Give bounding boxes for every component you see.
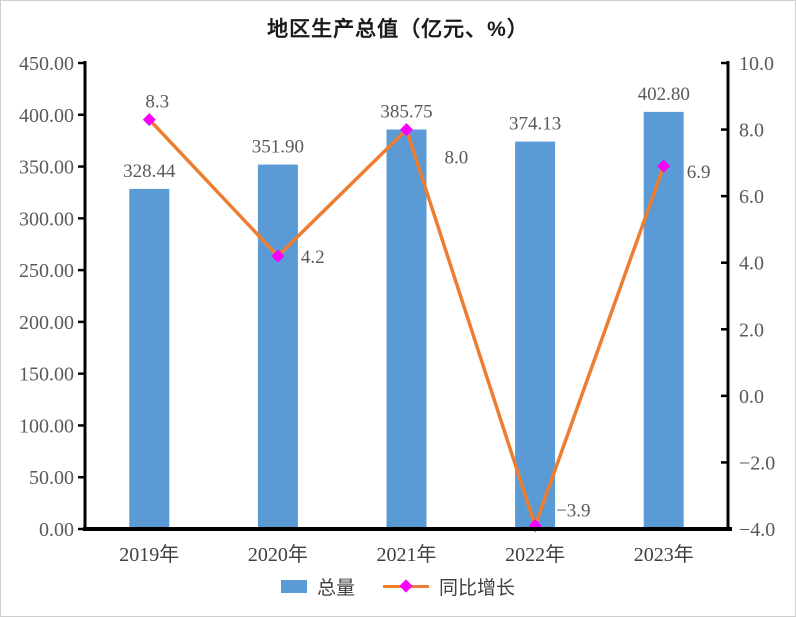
line-value-label: 8.0 xyxy=(445,148,469,169)
axes: 0.00 50.00 100.00 150.00 200.00 250.00 300.00 3… xyxy=(19,53,775,566)
x-axis-category-label: 2020年 xyxy=(248,543,308,566)
bar-value-label: 328.44 xyxy=(123,161,176,182)
bar-2020年 xyxy=(257,164,298,529)
right-axis-tick-label: −4.0 xyxy=(739,519,775,541)
x-axis-category-label: 2019年 xyxy=(119,543,179,566)
right-axis-tick-label: 2.0 xyxy=(739,319,764,341)
right-axis-tick-label: 0.0 xyxy=(739,386,764,408)
line-value-label: −3.9 xyxy=(556,501,590,522)
left-axis-tick-label: 0.00 xyxy=(39,519,74,541)
left-axis-tick-label: 450.00 xyxy=(19,53,74,75)
left-axis-tick-label: 200.00 xyxy=(19,312,74,334)
chart-title: 地区生产总值（亿元、%） xyxy=(267,18,529,41)
legend-diamond-marker xyxy=(399,578,413,593)
chart-legend: 总量 同比增长 xyxy=(1,568,795,604)
bar-2021年 xyxy=(386,129,427,530)
bar-value-label: 374.13 xyxy=(509,114,561,135)
line-marker-diamond xyxy=(271,249,285,263)
line-marker-diamond xyxy=(400,123,413,137)
bar-2023年 xyxy=(643,111,684,529)
x-axis-category-label: 2021年 xyxy=(377,543,437,566)
line-marker-diamond xyxy=(142,113,156,127)
legend-bar-swatch-icon xyxy=(280,579,307,593)
left-axis-tick-label: 400.00 xyxy=(19,105,74,127)
left-axis-tick-label: 250.00 xyxy=(19,260,74,282)
right-axis-tick-label: 6.0 xyxy=(739,186,764,208)
legend-line-swatch-icon xyxy=(383,578,429,593)
line-value-label: 6.9 xyxy=(687,162,711,183)
bar-value-label: 351.90 xyxy=(252,137,304,158)
legend-label-line: 同比增长 xyxy=(439,577,516,599)
left-axis-tick-label: 150.00 xyxy=(19,364,74,386)
bar-2022年 xyxy=(515,141,556,529)
x-axis-category-label: 2022年 xyxy=(505,543,565,566)
left-axis-tick-label: 100.00 xyxy=(19,415,74,437)
left-axis-tick-label: 350.00 xyxy=(19,157,74,179)
bars-series: 328.44 351.90 385.75 374.13 402.80 xyxy=(123,84,690,530)
right-axis-tick-label: 4.0 xyxy=(739,253,764,275)
bar-value-label: 402.80 xyxy=(638,84,690,105)
legend-label-bars: 总量 xyxy=(316,577,355,599)
bar-value-label: 385.75 xyxy=(380,102,432,123)
line-value-label: 4.2 xyxy=(301,247,325,268)
right-axis-tick-label: 8.0 xyxy=(739,120,764,142)
left-axis-tick-label: 50.00 xyxy=(29,467,74,489)
line-value-label: 8.3 xyxy=(145,92,169,113)
left-axis-tick-label: 300.00 xyxy=(19,208,74,230)
right-axis-tick-label: 10.0 xyxy=(739,53,774,75)
line-series: 8.3 4.2 8.0 −3.9 6.9 xyxy=(142,92,711,533)
bar-2019年 xyxy=(129,188,170,529)
x-axis-category-label: 2023年 xyxy=(634,543,694,566)
right-axis-tick-label: −2.0 xyxy=(739,452,775,474)
line-marker-diamond xyxy=(657,159,671,173)
